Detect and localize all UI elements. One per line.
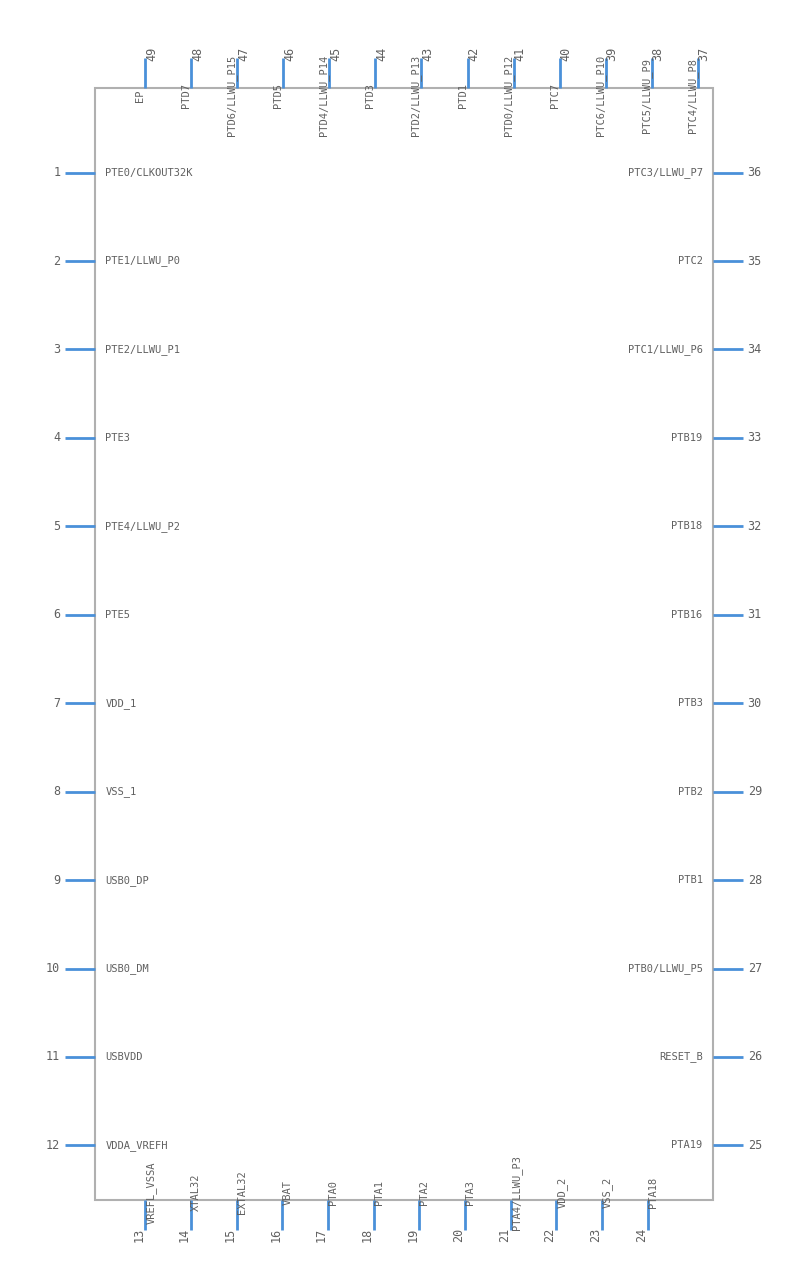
Text: 21: 21: [498, 1227, 511, 1242]
Text: 40: 40: [560, 46, 573, 61]
Text: 5: 5: [53, 520, 61, 533]
Text: 6: 6: [53, 608, 61, 621]
Text: 9: 9: [53, 873, 61, 886]
Text: 23: 23: [589, 1227, 602, 1242]
Text: 8: 8: [53, 786, 61, 799]
Text: VREFL_VSSA: VREFL_VSSA: [145, 1162, 156, 1224]
Text: USBVDD: USBVDD: [105, 1052, 143, 1063]
Text: XTAL32: XTAL32: [191, 1173, 201, 1211]
Text: PTD6/LLWU_P15: PTD6/LLWU_P15: [226, 55, 238, 137]
Text: PTC4/LLWU_P8: PTC4/LLWU_P8: [687, 58, 697, 133]
Text: 22: 22: [543, 1227, 557, 1242]
Text: PTB16: PTB16: [671, 609, 703, 620]
Text: PTC2: PTC2: [678, 256, 703, 267]
Text: PTC3/LLWU_P7: PTC3/LLWU_P7: [628, 167, 703, 178]
Text: 26: 26: [747, 1051, 762, 1064]
Text: 2: 2: [53, 255, 61, 268]
Text: 29: 29: [747, 786, 762, 799]
Text: PTA1: PTA1: [373, 1180, 384, 1204]
Text: PTD1: PTD1: [457, 84, 468, 108]
Text: 18: 18: [360, 1227, 373, 1242]
Text: 12: 12: [46, 1139, 61, 1151]
Bar: [95, 88, 713, 1200]
Text: PTA19: PTA19: [671, 1140, 703, 1150]
Text: 46: 46: [284, 46, 297, 61]
Text: PTC6/LLWU_P10: PTC6/LLWU_P10: [595, 55, 606, 137]
Text: 45: 45: [330, 46, 343, 61]
Text: 39: 39: [606, 46, 619, 61]
Text: PTC5/LLWU_P9: PTC5/LLWU_P9: [641, 58, 651, 133]
Text: 19: 19: [406, 1227, 419, 1242]
Text: 32: 32: [747, 520, 762, 533]
Text: 11: 11: [46, 1051, 61, 1064]
Text: PTE3: PTE3: [105, 433, 130, 443]
Text: 7: 7: [53, 697, 61, 710]
Text: PTA2: PTA2: [419, 1180, 429, 1204]
Text: RESET_B: RESET_B: [659, 1051, 703, 1063]
Text: PTB3: PTB3: [678, 698, 703, 708]
Text: 16: 16: [269, 1227, 282, 1242]
Text: 24: 24: [634, 1227, 648, 1242]
Text: 34: 34: [747, 343, 762, 355]
Text: 13: 13: [133, 1227, 145, 1242]
Text: PTB19: PTB19: [671, 433, 703, 443]
Text: 14: 14: [178, 1227, 191, 1242]
Text: PTB1: PTB1: [678, 875, 703, 885]
Text: 43: 43: [422, 46, 435, 61]
Text: 47: 47: [238, 46, 250, 61]
Text: 49: 49: [145, 46, 158, 61]
Text: VDD_2: VDD_2: [557, 1177, 567, 1208]
Text: 33: 33: [747, 431, 762, 444]
Text: 37: 37: [697, 46, 711, 61]
Text: VSS_2: VSS_2: [602, 1177, 613, 1208]
Text: PTD5: PTD5: [273, 84, 284, 108]
Text: PTE2/LLWU_P1: PTE2/LLWU_P1: [105, 344, 180, 355]
Text: PTD3: PTD3: [365, 84, 376, 108]
Text: EP: EP: [136, 89, 145, 102]
Text: PTB0/LLWU_P5: PTB0/LLWU_P5: [628, 963, 703, 974]
Text: 44: 44: [376, 46, 389, 61]
Text: VDDA_VREFH: VDDA_VREFH: [105, 1140, 168, 1151]
Text: 42: 42: [468, 46, 481, 61]
Text: VBAT: VBAT: [282, 1180, 292, 1204]
Text: PTB2: PTB2: [678, 787, 703, 797]
Text: 31: 31: [747, 608, 762, 621]
Text: 28: 28: [747, 873, 762, 886]
Text: 15: 15: [224, 1227, 237, 1242]
Text: USB0_DP: USB0_DP: [105, 875, 149, 886]
Text: PTE1/LLWU_P0: PTE1/LLWU_P0: [105, 255, 180, 267]
Text: PTB18: PTB18: [671, 522, 703, 532]
Text: 38: 38: [651, 46, 665, 61]
Text: 1: 1: [53, 166, 61, 179]
Text: PTC7: PTC7: [549, 84, 560, 108]
Text: VSS_1: VSS_1: [105, 786, 137, 797]
Text: PTE5: PTE5: [105, 609, 130, 620]
Text: 3: 3: [53, 343, 61, 355]
Text: 4: 4: [53, 431, 61, 444]
Text: 25: 25: [747, 1139, 762, 1151]
Text: VDD_1: VDD_1: [105, 698, 137, 708]
Text: PTA4/LLWU_P3: PTA4/LLWU_P3: [511, 1155, 522, 1230]
Text: 41: 41: [514, 46, 527, 61]
Text: PTA3: PTA3: [465, 1180, 475, 1204]
Text: PTD0/LLWU_P12: PTD0/LLWU_P12: [503, 55, 514, 137]
Text: PTE4/LLWU_P2: PTE4/LLWU_P2: [105, 520, 180, 532]
Text: PTC1/LLWU_P6: PTC1/LLWU_P6: [628, 344, 703, 355]
Text: 36: 36: [747, 166, 762, 179]
Text: 10: 10: [46, 962, 61, 975]
Text: PTD2/LLWU_P13: PTD2/LLWU_P13: [410, 55, 422, 137]
Text: PTD4/LLWU_P14: PTD4/LLWU_P14: [318, 55, 330, 137]
Text: USB0_DM: USB0_DM: [105, 963, 149, 974]
Text: PTA18: PTA18: [648, 1177, 658, 1208]
Text: PTD7: PTD7: [181, 84, 191, 108]
Text: 17: 17: [315, 1227, 328, 1242]
Text: EXTAL32: EXTAL32: [237, 1171, 246, 1215]
Text: 27: 27: [747, 962, 762, 975]
Text: 20: 20: [452, 1227, 465, 1242]
Text: 30: 30: [747, 697, 762, 710]
Text: 35: 35: [747, 255, 762, 268]
Text: 48: 48: [191, 46, 204, 61]
Text: PTA0: PTA0: [328, 1180, 338, 1204]
Text: PTE0/CLKOUT32K: PTE0/CLKOUT32K: [105, 167, 193, 178]
